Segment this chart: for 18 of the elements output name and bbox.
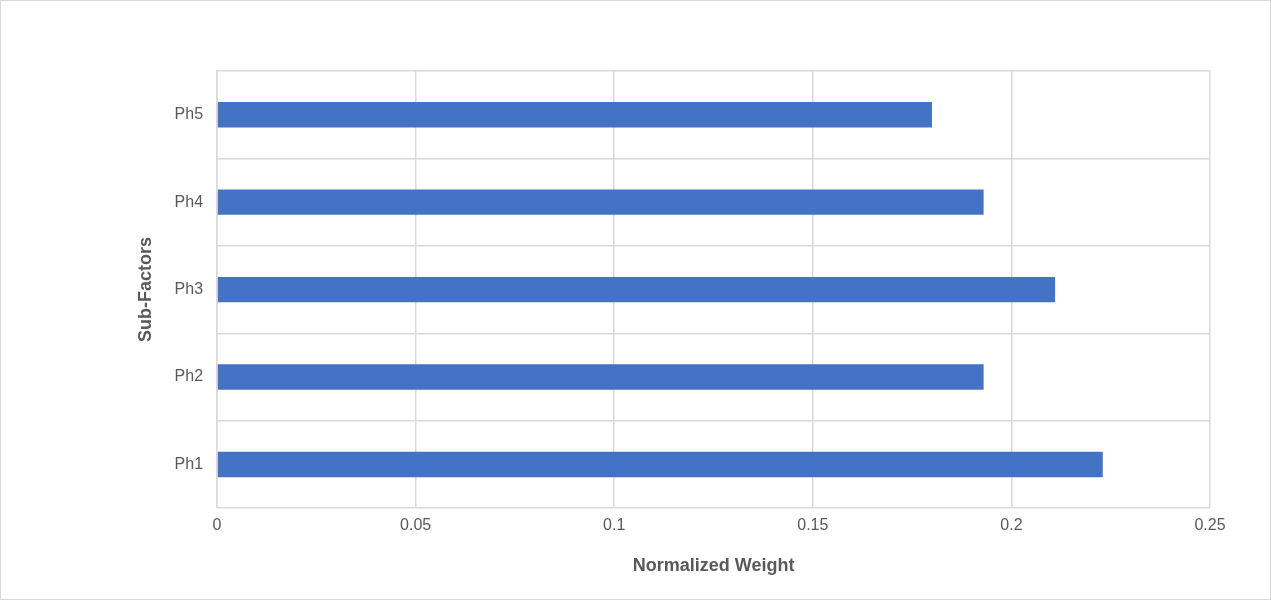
x-tick-label: 0 [212,516,222,534]
bar [217,102,932,128]
bar [217,276,1056,303]
x-axis-title: Normalized Weight [632,555,795,576]
bar [217,189,984,215]
bar [217,451,1103,478]
y-tick-label: Ph5 [174,105,204,123]
x-tick-label: 0.25 [1194,516,1226,534]
x-tick-label: 0.2 [1000,516,1023,534]
x-tick-label: 0.1 [603,516,626,534]
y-axis-title: Sub-Factors [134,237,155,343]
y-tick-label: Ph3 [174,280,204,298]
y-tick-label: Ph2 [174,367,204,385]
bar [217,364,984,390]
y-tick-label: Ph4 [174,192,204,210]
x-tick-label: 0.05 [400,516,432,534]
x-tick-label: 0.15 [797,516,829,534]
y-tick-label: Ph1 [174,454,204,472]
